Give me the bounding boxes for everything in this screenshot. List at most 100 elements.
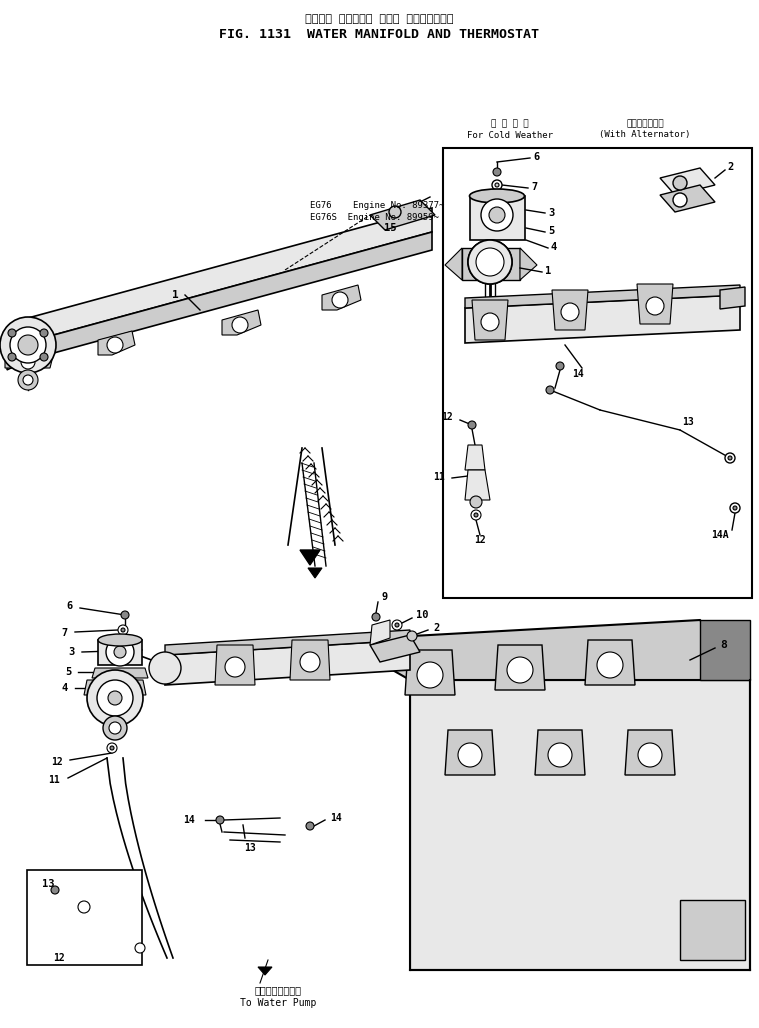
Circle shape (300, 652, 320, 672)
Text: 1: 1 (172, 290, 178, 300)
Text: 14: 14 (572, 369, 584, 379)
Text: 9: 9 (382, 592, 389, 602)
Circle shape (481, 313, 499, 331)
Polygon shape (340, 620, 750, 680)
Polygon shape (465, 470, 490, 500)
Text: 4: 4 (551, 242, 557, 252)
Text: 4: 4 (61, 683, 68, 693)
Circle shape (78, 901, 90, 913)
Circle shape (597, 652, 623, 678)
Polygon shape (552, 290, 588, 330)
Circle shape (468, 421, 476, 429)
Text: 11: 11 (433, 472, 445, 482)
Polygon shape (410, 680, 750, 970)
Text: 7: 7 (61, 628, 68, 638)
Polygon shape (370, 620, 390, 645)
Polygon shape (405, 650, 455, 695)
Circle shape (18, 335, 38, 355)
Text: FIG. 1131  WATER MANIFOLD AND THERMOSTAT: FIG. 1131 WATER MANIFOLD AND THERMOSTAT (219, 28, 539, 41)
Circle shape (121, 628, 125, 632)
Polygon shape (308, 568, 322, 578)
Circle shape (481, 199, 513, 231)
Circle shape (216, 816, 224, 824)
Bar (27, 870, 142, 965)
Circle shape (135, 943, 145, 953)
Text: 5: 5 (65, 667, 71, 677)
Circle shape (546, 386, 554, 394)
Polygon shape (465, 285, 740, 308)
Circle shape (493, 168, 501, 176)
Text: 12: 12 (53, 953, 65, 963)
Polygon shape (7, 318, 28, 370)
Polygon shape (637, 284, 673, 324)
Polygon shape (465, 295, 740, 343)
Circle shape (87, 670, 143, 726)
Polygon shape (720, 287, 745, 309)
Text: 1: 1 (545, 266, 551, 276)
Polygon shape (465, 445, 485, 470)
Circle shape (23, 375, 33, 386)
Text: For Cold Weather: For Cold Weather (467, 131, 553, 140)
Circle shape (417, 662, 443, 688)
Polygon shape (535, 730, 585, 775)
Circle shape (21, 355, 35, 369)
Circle shape (476, 248, 504, 276)
Circle shape (471, 510, 481, 520)
Polygon shape (445, 248, 462, 280)
Polygon shape (472, 300, 508, 340)
Circle shape (673, 193, 687, 207)
Ellipse shape (470, 189, 524, 203)
Text: EG76    Engine No. 89377~: EG76 Engine No. 89377~ (310, 200, 444, 210)
Polygon shape (98, 331, 135, 355)
Text: 6: 6 (534, 152, 540, 162)
Circle shape (392, 620, 402, 630)
Polygon shape (258, 967, 272, 975)
Text: 2: 2 (728, 162, 734, 172)
Text: 6: 6 (67, 601, 73, 611)
Circle shape (118, 625, 128, 635)
Text: 3: 3 (69, 647, 75, 657)
Polygon shape (165, 640, 410, 685)
Polygon shape (28, 232, 432, 360)
Polygon shape (322, 285, 361, 310)
Circle shape (728, 456, 732, 460)
Polygon shape (370, 635, 420, 662)
Polygon shape (98, 640, 142, 665)
Text: EG76S  Engine No. 89959~: EG76S Engine No. 89959~ (310, 214, 439, 222)
Circle shape (225, 657, 245, 677)
Circle shape (149, 652, 181, 684)
Text: 14: 14 (330, 813, 342, 823)
Text: 13: 13 (244, 843, 256, 853)
Circle shape (110, 746, 114, 750)
Circle shape (474, 513, 478, 517)
Text: 10: 10 (416, 610, 429, 620)
Text: 寒 冷 仕 様: 寒 冷 仕 様 (491, 119, 529, 128)
Text: 15: 15 (384, 223, 396, 233)
Circle shape (232, 317, 248, 333)
Text: 12: 12 (441, 412, 453, 423)
Text: 12: 12 (52, 757, 63, 767)
Circle shape (114, 646, 126, 658)
Polygon shape (625, 730, 675, 775)
Bar (443, 148, 752, 598)
Circle shape (107, 337, 123, 353)
Polygon shape (462, 248, 520, 280)
Polygon shape (700, 620, 750, 680)
Text: 14A: 14A (711, 530, 729, 540)
Circle shape (8, 329, 16, 337)
Circle shape (458, 743, 482, 767)
Circle shape (507, 657, 533, 683)
Circle shape (103, 715, 127, 740)
Text: 12: 12 (474, 535, 486, 545)
Circle shape (106, 638, 134, 666)
Polygon shape (370, 200, 435, 230)
Circle shape (730, 503, 740, 513)
Text: 3: 3 (548, 208, 554, 218)
Circle shape (10, 327, 46, 363)
Circle shape (332, 292, 348, 308)
Circle shape (372, 613, 380, 621)
Ellipse shape (98, 634, 142, 646)
Circle shape (468, 240, 512, 284)
Text: ウォータポンプへ: ウォータポンプへ (254, 985, 301, 995)
Text: (With Alternator): (With Alternator) (600, 131, 691, 140)
